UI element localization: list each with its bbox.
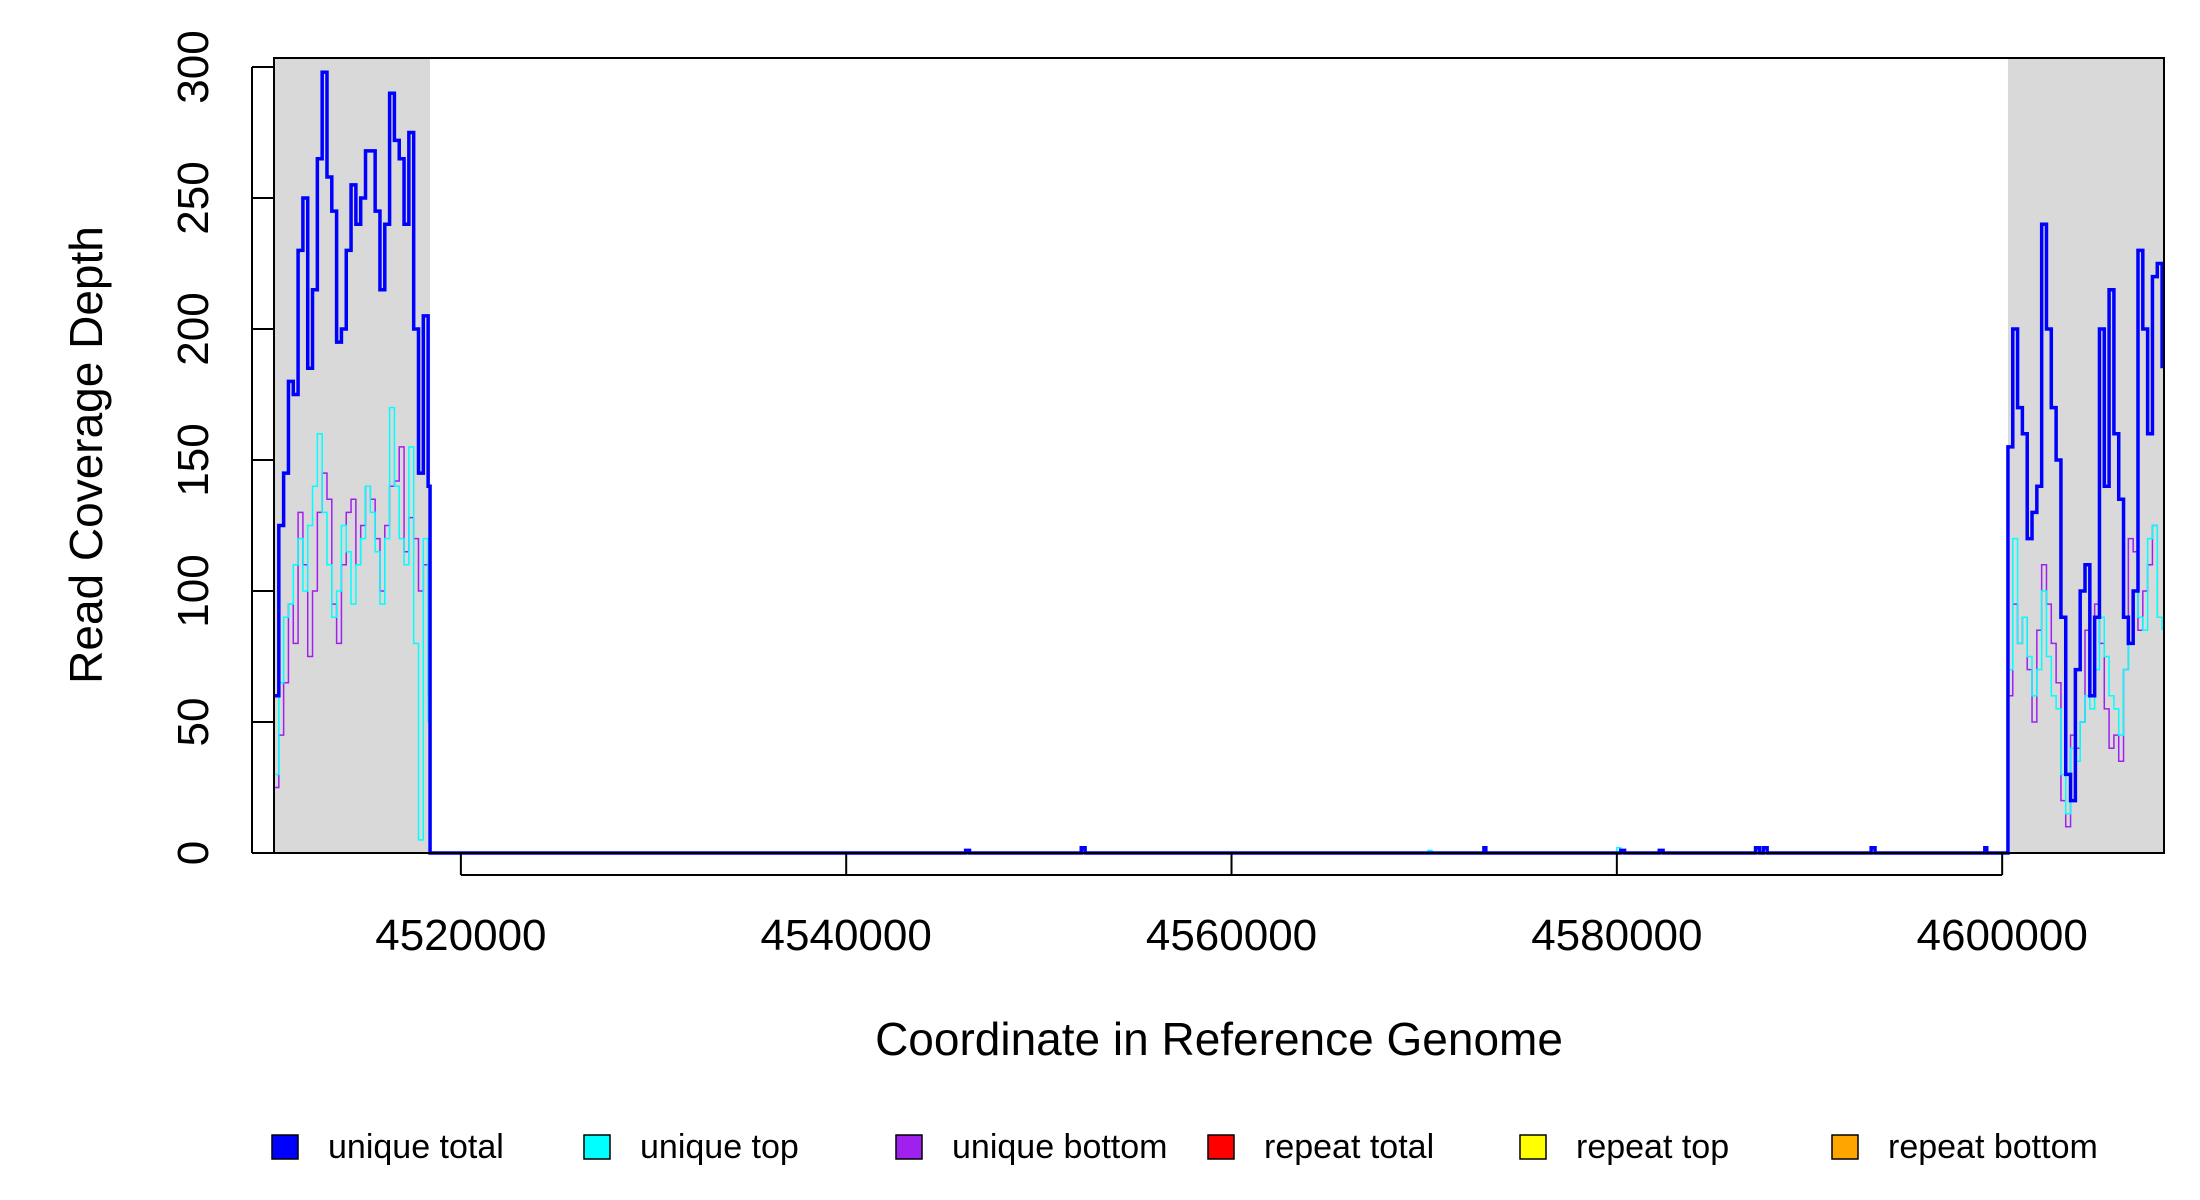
y-tick-label: 150: [169, 423, 218, 496]
series-lines: [274, 70, 2164, 855]
legend-swatch: [1519, 1134, 1547, 1160]
legend-item-repeat-total: repeat total: [1207, 1128, 1434, 1166]
legend-swatch: [583, 1134, 611, 1160]
legend-label: unique top: [640, 1128, 799, 1166]
y-tick-label: 300: [169, 30, 218, 103]
legend-swatch: [1831, 1134, 1859, 1160]
legend-item-repeat-bottom: repeat bottom: [1831, 1128, 2098, 1166]
legend-label: repeat total: [1264, 1128, 1434, 1166]
series-unique-top: [274, 406, 2163, 854]
series-unique-bottom: [274, 446, 2163, 854]
y-axis: 0 50 100 150 200 250 300: [169, 30, 274, 865]
x-tick-label: 4560000: [1146, 911, 1317, 960]
legend-item-repeat-top: repeat top: [1519, 1128, 1729, 1166]
legend-label: repeat top: [1576, 1128, 1729, 1166]
x-axis: 4520000 4540000 4560000 4580000 4600000: [375, 853, 2088, 960]
y-tick-label: 200: [169, 292, 218, 365]
legend-swatch: [895, 1134, 923, 1160]
y-tick-label: 250: [169, 161, 218, 234]
legend-item-unique-top: unique top: [583, 1128, 799, 1166]
x-tick-label: 4600000: [1917, 911, 2088, 960]
legend-label: unique bottom: [952, 1128, 1168, 1166]
y-axis-title: Read Coverage Depth: [60, 226, 112, 684]
y-tick-label: 50: [169, 698, 218, 747]
x-tick-label: 4580000: [1531, 911, 1702, 960]
legend-item-unique-total: unique total: [271, 1128, 504, 1166]
y-tick-label: 0: [169, 841, 218, 865]
legend-label: repeat bottom: [1888, 1128, 2098, 1166]
legend-label: unique total: [328, 1128, 504, 1166]
legend-swatch: [271, 1134, 299, 1160]
shaded-region-1: [274, 58, 431, 853]
shaded-region-2: [2007, 58, 2164, 853]
legend-swatch: [1207, 1134, 1235, 1160]
series-unique-total: [274, 70, 2164, 855]
shaded-regions: [274, 58, 2164, 853]
x-axis-title: Coordinate in Reference Genome: [875, 1013, 1563, 1065]
legend-item-unique-bottom: unique bottom: [895, 1128, 1168, 1166]
plot-frame: [273, 57, 2165, 854]
legend: unique total unique top unique bottom repea…: [271, 1128, 2098, 1166]
x-tick-label: 4520000: [375, 911, 546, 960]
x-tick-label: 4540000: [761, 911, 932, 960]
y-tick-label: 100: [169, 554, 218, 627]
